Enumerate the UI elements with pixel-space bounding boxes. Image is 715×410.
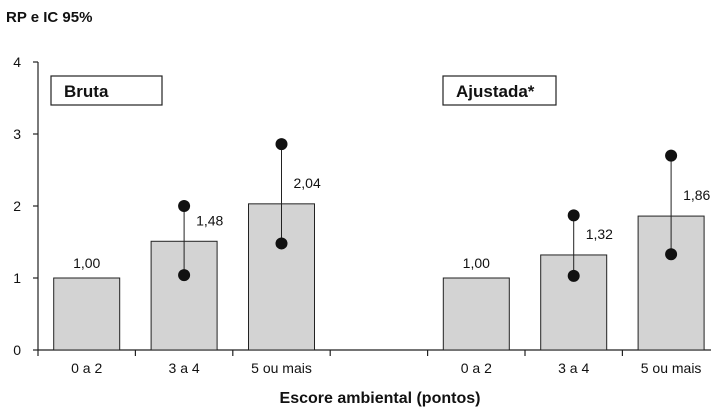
ci-upper-point (275, 138, 288, 151)
y-axis-title: RP e IC 95% (6, 9, 92, 26)
x-tick-label: 0 a 2 (71, 360, 102, 376)
ci-upper-point (567, 209, 580, 222)
data-label: 2,04 (294, 175, 321, 191)
panel-title-box (442, 75, 557, 106)
data-label: 1,86 (683, 187, 710, 203)
ci-lower-point (567, 269, 580, 282)
ci-upper-point (178, 200, 191, 212)
y-tick-label: 4 (13, 54, 21, 70)
data-label: 1,00 (73, 255, 100, 271)
panel-title: Bruta (64, 82, 109, 101)
x-tick-label: 3 a 4 (558, 360, 589, 376)
bar (248, 203, 315, 351)
data-label: 1,48 (196, 212, 223, 228)
x-tick-label: 0 a 2 (461, 360, 492, 376)
panel-title: Ajustada* (456, 82, 535, 101)
ci-lower-point (178, 269, 191, 282)
panel-titles: Bruta Ajustada* (50, 75, 557, 106)
data-label: 1,00 (463, 255, 490, 271)
y-tick-label: 2 (13, 198, 21, 214)
ci-lower-point (665, 248, 678, 261)
bar (442, 277, 510, 351)
x-axis-title: Escore ambiental (pontos) (280, 390, 481, 407)
x-tick-label: 5 ou mais (251, 360, 312, 376)
x-tick-label: 5 ou mais (641, 360, 702, 376)
bars: 0 a 2 1,00 3 a 4 1,48 5 ou mais 2,04 0 a 2 1,00… (53, 138, 711, 376)
y-tick-label: 0 (13, 342, 21, 358)
x-tick-label: 3 a 4 (169, 360, 200, 376)
y-tick-label: 3 (13, 126, 21, 142)
ci-lower-point (275, 237, 288, 250)
y-tick-label: 1 (13, 270, 21, 286)
ci-upper-point (665, 149, 678, 162)
panel-title-box (50, 75, 163, 106)
data-label: 1,32 (586, 226, 613, 242)
bar (53, 277, 121, 351)
